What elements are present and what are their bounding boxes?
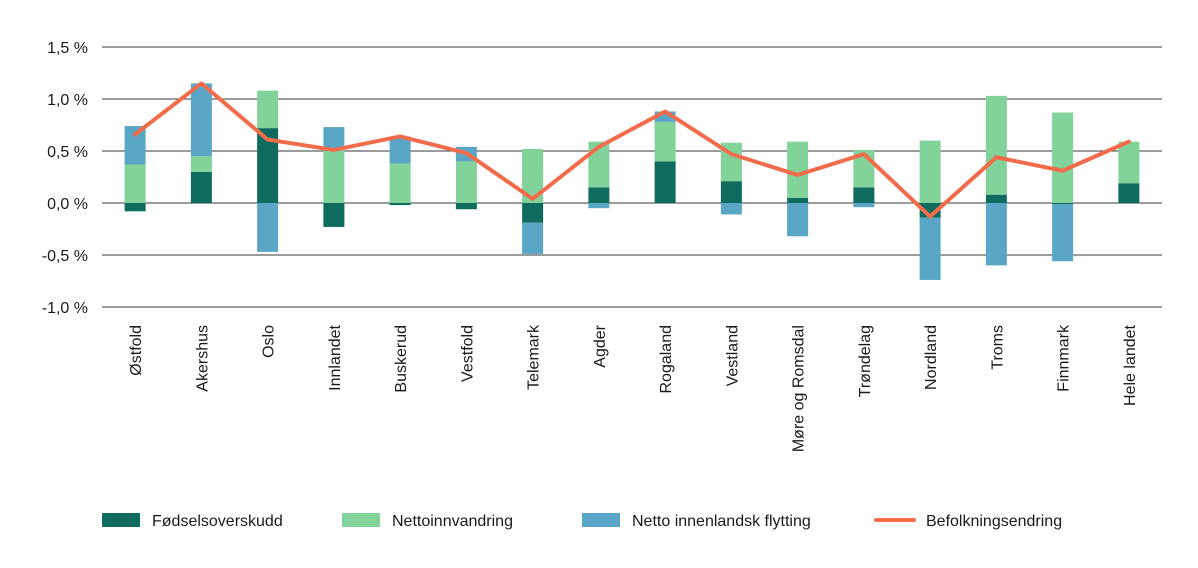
legend-label: Fødselsoverskudd: [152, 513, 283, 530]
x-category-label: Agder: [592, 324, 609, 367]
bar-netto-innenlandsk-flytting-4: [389, 136, 411, 164]
bar-netto-innenlandsk-flytting-12: [919, 217, 941, 280]
bar-nettoinnvandring-13: [985, 95, 1007, 195]
bar-netto-innenlandsk-flytting-7: [588, 203, 610, 209]
bar-netto-innenlandsk-flytting-6: [522, 222, 544, 254]
y-tick-label: 0,0 %: [47, 196, 88, 213]
bar-nettoinnvandring-0: [124, 164, 146, 203]
y-tick-label: 0,5 %: [47, 144, 88, 161]
x-axis-category-labels: Østfold Akershus Oslo Innlandet Buskerud Vest…: [128, 324, 1139, 452]
grid-lines: [102, 46, 1162, 308]
legend-label: Nettoinnvandring: [392, 513, 513, 530]
y-axis-tick-labels: -1,0 % -0,5 % 0,0 % 0,5 % 1,0 % 1,5 %: [42, 40, 88, 317]
bar-nettoinnvandring-12: [919, 140, 941, 203]
bar-fødselsoverskudd-0: [124, 203, 146, 212]
line-series: [133, 81, 1131, 219]
bar-fødselsoverskudd-13: [985, 194, 1007, 203]
bar-netto-innenlandsk-flytting-0: [124, 126, 146, 165]
bar-fødselsoverskudd-1: [190, 171, 212, 203]
x-category-label: Vestfold: [459, 325, 476, 382]
population-change-line: [133, 81, 1131, 219]
bar-netto-innenlandsk-flytting-1: [190, 83, 212, 157]
x-category-label: Troms: [989, 325, 1006, 370]
x-category-label: Rogaland: [658, 325, 675, 394]
legend: Fødselsoverskudd Nettoinnvandring Netto in…: [102, 513, 1062, 530]
bar-fødselsoverskudd-10: [787, 197, 809, 203]
legend-swatch: [102, 513, 140, 527]
bar-nettoinnvandring-2: [257, 90, 279, 129]
x-category-label: Nordland: [923, 325, 940, 390]
x-category-label: Finnmark: [1056, 324, 1073, 392]
x-category-label: Oslo: [261, 325, 278, 358]
y-tick-label: 1,0 %: [47, 92, 88, 109]
bar-nettoinnvandring-5: [455, 161, 477, 203]
bar-nettoinnvandring-14: [1052, 112, 1074, 203]
y-tick-label: -0,5 %: [42, 248, 88, 265]
bar-fødselsoverskudd-15: [1118, 183, 1140, 203]
bar-netto-innenlandsk-flytting-14: [1052, 204, 1074, 262]
bar-nettoinnvandring-8: [654, 121, 676, 162]
bar-nettoinnvandring-3: [323, 149, 345, 203]
bar-nettoinnvandring-4: [389, 163, 411, 203]
bar-nettoinnvandring-1: [190, 156, 212, 172]
bars: [124, 83, 1140, 280]
bar-fødselsoverskudd-4: [389, 203, 411, 206]
x-category-label: Østfold: [128, 325, 145, 376]
bar-nettoinnvandring-15: [1118, 141, 1140, 184]
bar-fødselsoverskudd-8: [654, 161, 676, 203]
bar-netto-innenlandsk-flytting-2: [257, 203, 279, 252]
bar-fødselsoverskudd-2: [257, 128, 279, 203]
bar-netto-innenlandsk-flytting-11: [853, 203, 875, 208]
bar-fødselsoverskudd-3: [323, 203, 345, 227]
x-category-label: Vestland: [724, 325, 741, 386]
legend-label: Befolkningsendring: [926, 513, 1062, 530]
bar-netto-innenlandsk-flytting-10: [787, 203, 809, 237]
bar-fødselsoverskudd-7: [588, 187, 610, 203]
legend-swatch: [342, 513, 380, 527]
x-category-label: Møre og Romsdal: [791, 325, 808, 452]
bar-fødselsoverskudd-6: [522, 203, 544, 223]
x-category-label: Hele landet: [1122, 324, 1139, 406]
bar-netto-innenlandsk-flytting-13: [985, 203, 1007, 266]
bar-netto-innenlandsk-flytting-9: [720, 203, 742, 215]
bar-netto-innenlandsk-flytting-3: [323, 127, 345, 150]
legend-swatch: [582, 513, 620, 527]
x-category-label: Innlandet: [327, 324, 344, 390]
bar-netto-innenlandsk-flytting-8: [654, 111, 676, 122]
bar-fødselsoverskudd-11: [853, 187, 875, 203]
bar-fødselsoverskudd-14: [1052, 203, 1074, 205]
bar-nettoinnvandring-10: [787, 141, 809, 198]
bar-fødselsoverskudd-9: [720, 181, 742, 203]
x-category-label: Telemark: [526, 324, 543, 390]
x-category-label: Buskerud: [393, 325, 410, 393]
x-category-label: Trøndelag: [857, 325, 874, 397]
bar-nettoinnvandring-6: [522, 148, 544, 203]
legend-label: Netto innenlandsk flytting: [632, 513, 811, 530]
x-category-label: Akershus: [194, 325, 211, 392]
bar-fødselsoverskudd-5: [455, 203, 477, 210]
y-tick-label: -1,0 %: [42, 300, 88, 317]
y-tick-label: 1,5 %: [47, 40, 88, 57]
